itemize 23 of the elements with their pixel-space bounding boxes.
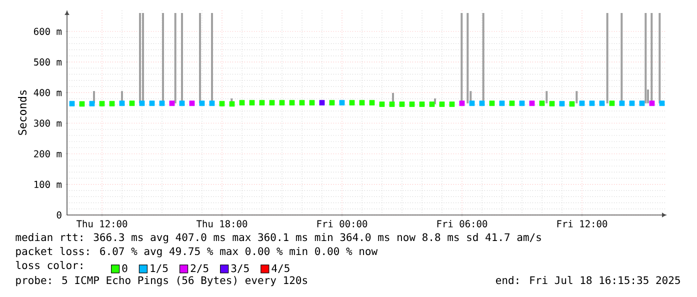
legend-label: 0	[122, 264, 128, 272]
legend-label: 1/5	[150, 264, 168, 273]
x-tick-label: Thu 18:00	[196, 220, 248, 228]
text: median rtt: 366.3 ms avg 407.0 ms max 360.1 ms min 364.0 ms now 8.8 ms sd 41.7 am/s	[16, 233, 541, 244]
text: packet loss: 6.07 % avg 49.75 % max 0.00 % min 0.00 % now	[16, 246, 378, 258]
legend-title: loss color:	[16, 260, 82, 270]
y-axis-title: Seconds	[18, 90, 27, 135]
y-tick-label: 300 m	[34, 120, 62, 127]
y-tick-label: 200 m	[34, 150, 62, 158]
x-tick-label: Fri 06:00	[437, 220, 488, 228]
y-tick-label: 600 m	[34, 28, 62, 36]
x-tick-label: Thu 12:00	[76, 220, 128, 228]
text: end: Fri Jul 18 16:15:35 2025	[496, 276, 680, 284]
y-tick-label: 500 m	[34, 58, 62, 66]
x-tick-label: Fri 12:00	[557, 220, 608, 228]
y-tick-label: 400 m	[34, 89, 62, 96]
text: probe: 5 ICMP Echo Pings (56 Bytes) every 120s	[16, 276, 308, 286]
legend-label: 2/5	[190, 264, 208, 274]
y-tick-label: 100 m	[34, 180, 62, 188]
legend-label: 4/5	[272, 264, 290, 273]
legend-label: 3/5	[231, 264, 249, 274]
x-tick-label: Fri 00:00	[317, 220, 368, 228]
y-tick-label: 0	[56, 211, 62, 219]
